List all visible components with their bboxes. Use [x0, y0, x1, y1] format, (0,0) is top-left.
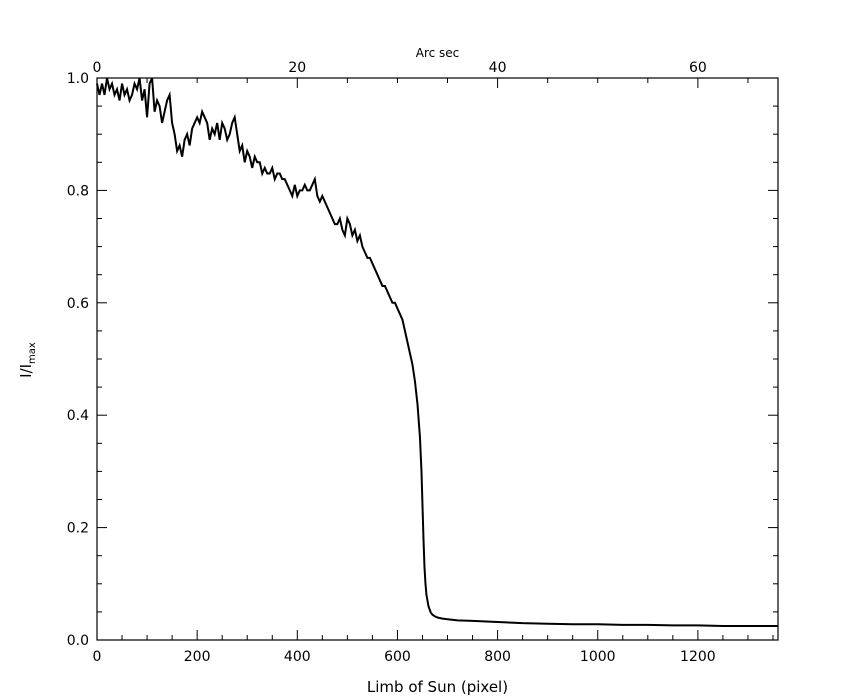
x-tick-label: 600	[384, 649, 411, 665]
x-tick-label: 1200	[680, 649, 716, 665]
y-tick-label: 1.0	[67, 71, 89, 87]
y-tick-label: 0.6	[67, 296, 89, 312]
y-tick-label: 0.4	[67, 408, 89, 424]
top-tick-label: 60	[689, 60, 707, 76]
svg-text:I/Imax: I/Imax	[17, 342, 38, 378]
x-tick-label: 400	[284, 649, 311, 665]
y-axis-title-subscript: max	[27, 342, 38, 364]
axis-ticks	[96, 77, 778, 641]
y-tick-label: 0.8	[67, 183, 89, 199]
x-axis-title: Limb of Sun (pixel)	[367, 678, 508, 696]
y-tick-label: 0.0	[67, 633, 89, 649]
x-tick-label: 0	[93, 649, 102, 665]
y-tick-label: 0.2	[67, 521, 89, 537]
y-axis-title-main: I/I	[17, 364, 35, 378]
x-tick-label: 800	[484, 649, 511, 665]
y-axis-title: I/Imax	[17, 342, 38, 378]
plot-frame	[96, 77, 779, 641]
series-line	[96, 77, 778, 627]
x-tick-label: 200	[184, 649, 211, 665]
x-tick-label: 1000	[580, 649, 616, 665]
top-tick-label: 40	[489, 60, 507, 76]
top-tick-label: 20	[288, 60, 306, 76]
tick-labels: 0 200 400 600 800 1000 1200 0 20 40 60 0.0 0.2 0.4 0.6…	[67, 60, 716, 665]
top-tick-label: 0	[93, 60, 102, 76]
top-axis-title: Arc sec	[416, 46, 460, 60]
